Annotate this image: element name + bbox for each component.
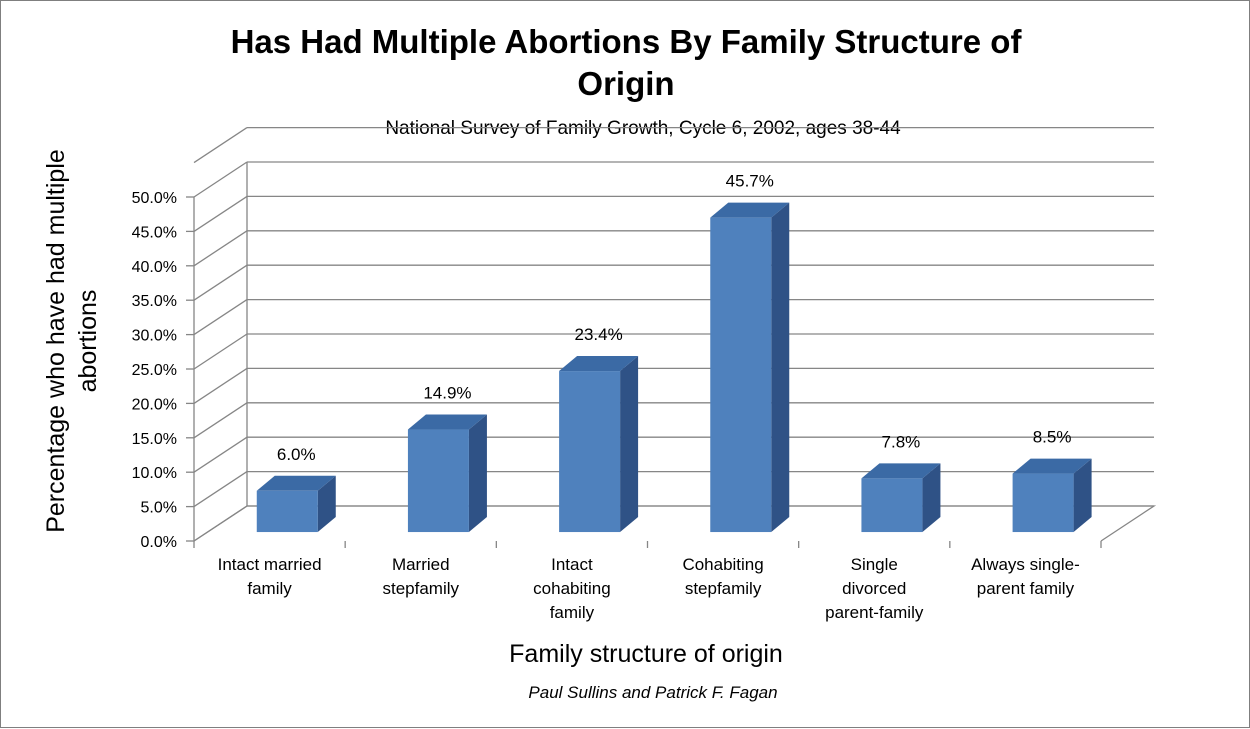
gridline-side [193,161,248,198]
data-labels: 6.0% 14.9% 23.4% 45.7% 7.8% 8.5% [277,172,1072,464]
bar [407,414,487,533]
category-label-line: Intact married [218,555,322,574]
y-axis-title-line-1: Percentage who have had multiple [42,149,70,533]
y-tick-label: 25.0% [132,362,177,379]
y-tick-label: 45.0% [132,224,177,241]
bar [1012,458,1092,533]
gridline-side [193,299,248,336]
category-label-line: Always single- [971,555,1080,574]
bar-top [861,463,941,479]
chart-walls [193,162,1157,542]
data-label: 14.9% [423,384,471,403]
category-label: Married stepfamily [382,555,459,598]
gridline-side [193,230,248,267]
bar-top [407,414,487,430]
category-label-line: divorced [842,579,906,598]
category-label: Always single-parent family [971,555,1080,598]
bar-side [620,356,639,533]
category-label: Cohabiting stepfamily [682,555,763,598]
category-label: Intact married family [218,555,322,598]
bar-top [710,202,790,218]
y-axis-ticks: 0.0% 5.0% 10.0% 15.0% 20.0% 25.0% 30.0% 35.0% 40… [132,190,194,551]
bar-front [407,429,469,533]
x-axis-categories: Intact married family Married stepfamily Int… [193,541,1102,622]
chart-title-line-2: Origin [577,65,674,102]
gridline-side [193,264,248,301]
gridline-side [193,505,248,542]
floor-outline [193,505,1157,542]
category-label-line: cohabiting [533,579,611,598]
bar-side [922,463,941,533]
y-tick-label: 20.0% [132,396,177,413]
chart-credit: Paul Sullins and Patrick F. Fagan [528,683,777,702]
category-label: Single divorced parent-family [825,555,924,622]
y-tick-label: 15.0% [132,431,177,448]
data-label: 8.5% [1033,428,1072,447]
chart-subtitle: National Survey of Family Growth, Cycle … [385,118,901,139]
data-label: 23.4% [574,325,622,344]
gridline-side [193,471,248,508]
bar-side [1073,458,1092,533]
category-label: Intact cohabiting family [533,555,611,622]
bars [256,202,1092,533]
gridline-side [193,127,248,164]
bar-top [1012,458,1092,474]
bar-side [317,475,336,533]
gridline-side [193,436,248,473]
y-axis-title-line-2: abortions [74,290,102,393]
category-label-line: parent-family [825,603,924,622]
category-label-line: Married [392,555,450,574]
category-label-line: family [550,603,595,622]
data-label: 45.7% [726,172,774,191]
chart-title: Has Had Multiple Abortions By Family Str… [231,23,1023,102]
bar-front [1012,473,1074,533]
y-axis-title: Percentage who have had multiple abortio… [42,149,102,533]
bar-top [559,356,639,372]
gridlines [193,126,1154,542]
gridline-side [193,402,248,439]
bar-side [468,414,487,533]
bar [861,463,941,533]
data-label: 7.8% [882,432,921,451]
category-label-line: Single [851,555,898,574]
bar-top [256,475,336,491]
bar [710,202,790,533]
y-tick-label: 10.0% [132,465,177,482]
y-tick-label: 0.0% [141,534,177,551]
bar-front [861,478,923,533]
category-label-line: Cohabiting [682,555,763,574]
chart-title-line-1: Has Had Multiple Abortions By Family Str… [231,23,1023,60]
y-tick-label: 40.0% [132,259,177,276]
bar-front [256,490,318,533]
category-label-line: stepfamily [685,579,762,598]
bar-front [710,217,772,533]
y-tick-label: 30.0% [132,328,177,345]
category-label-line: family [247,579,292,598]
bar [559,356,639,533]
x-axis-title: Family structure of origin [509,640,783,668]
bar-front [559,371,621,533]
y-tick-label: 50.0% [132,190,177,207]
y-tick-label: 35.0% [132,293,177,310]
gridline-side [193,333,248,370]
gridline-side [193,367,248,404]
data-label: 6.0% [277,445,316,464]
bar-side [771,202,790,533]
y-tick-label: 5.0% [141,500,177,517]
category-label-line: parent family [977,579,1075,598]
category-label-line: stepfamily [382,579,459,598]
bar [256,475,336,533]
category-label-line: Intact [551,555,593,574]
gridline-side [193,195,248,232]
